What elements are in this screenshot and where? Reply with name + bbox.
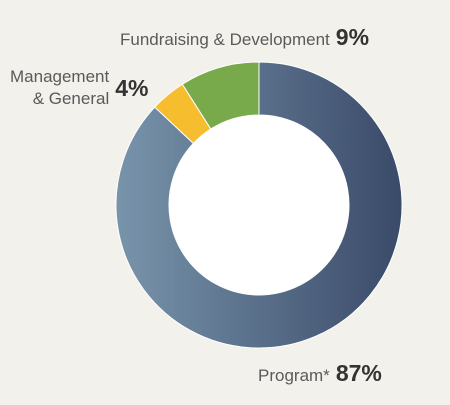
donut-hole (169, 115, 349, 295)
value-label-fundraising: 9% (335, 24, 370, 50)
slice-fundraising-development (181, 61, 260, 130)
category-label-management-line2: & General (32, 89, 110, 108)
category-label-management-line1: Management (10, 67, 110, 86)
value-label-management: 4% (115, 75, 149, 101)
label-fundraising-development: Fundraising & Development 9% (120, 26, 369, 51)
label-program: Program* 87% (258, 362, 382, 387)
donut-slices (115, 61, 403, 349)
value-label-program: 87% (335, 360, 382, 386)
slice-program (115, 61, 403, 349)
category-label-program: Program* (258, 366, 330, 385)
category-label-management: Management & General (10, 66, 109, 110)
category-label-fundraising: Fundraising & Development (120, 30, 330, 49)
label-management-general: Management & General 4% (10, 66, 148, 110)
